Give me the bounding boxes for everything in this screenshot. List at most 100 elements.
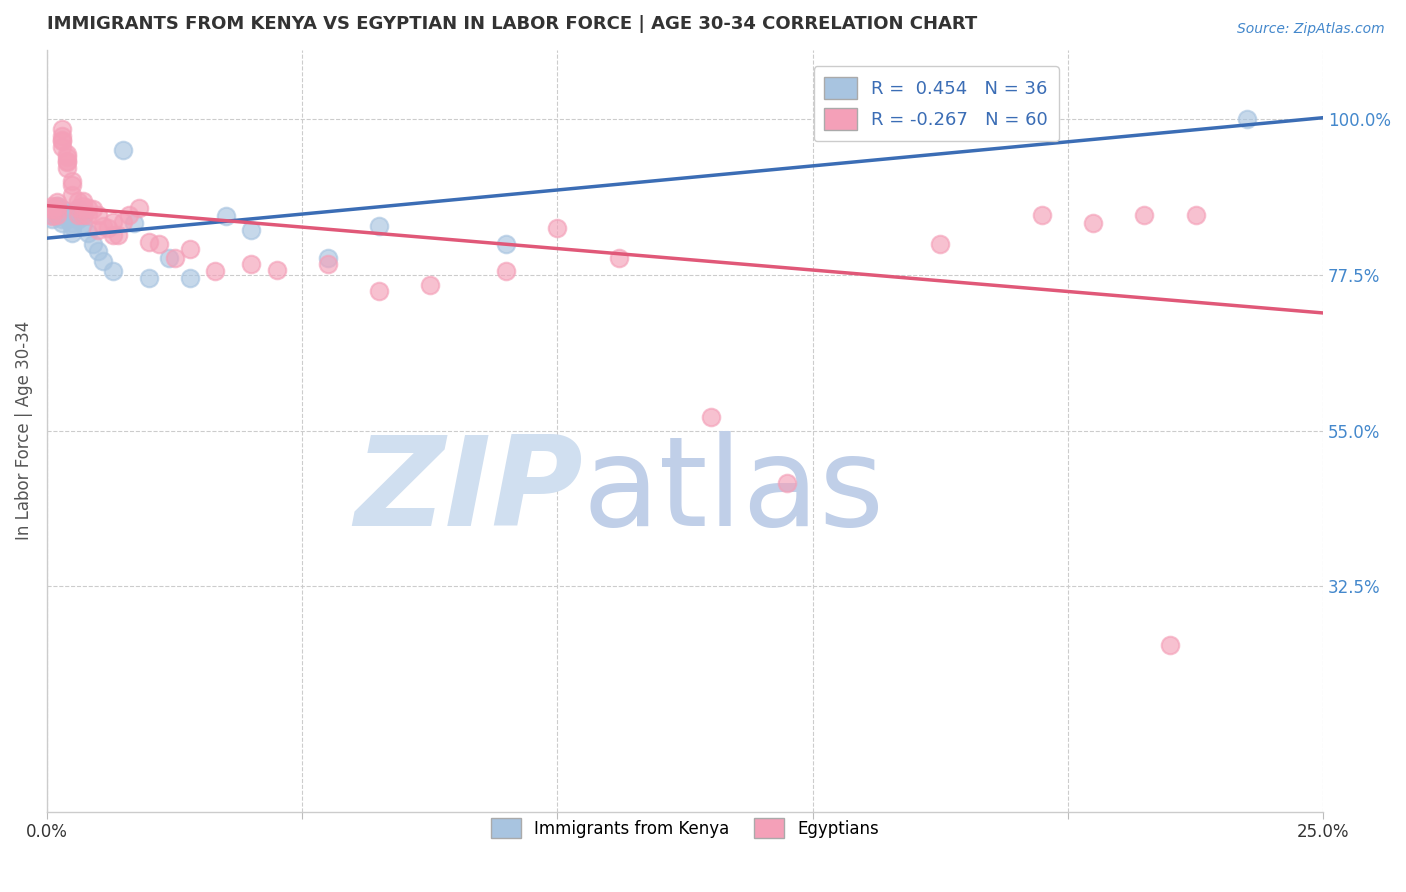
Point [51, 129, 73, 144]
Point [87, 208, 110, 222]
Point [51, 205, 73, 219]
Point [157, 251, 180, 265]
Point [46, 209, 69, 223]
Point [240, 258, 263, 272]
Point [138, 271, 160, 285]
Point [72, 199, 94, 213]
Point [179, 242, 201, 256]
Point [1236, 112, 1258, 126]
Point [56, 212, 79, 227]
Point [51, 133, 73, 147]
Legend: Immigrants from Kenya, Egyptians: Immigrants from Kenya, Egyptians [484, 812, 886, 845]
Point [41, 202, 63, 216]
Point [51, 216, 73, 230]
Point [51, 140, 73, 154]
Point [72, 217, 94, 231]
Point [240, 223, 263, 237]
Point [179, 271, 201, 285]
Point [56, 153, 79, 168]
Point [97, 221, 120, 235]
Point [51, 202, 73, 216]
Point [163, 251, 186, 265]
Point [62, 178, 84, 192]
Point [66, 194, 89, 208]
Point [138, 235, 160, 250]
Point [367, 284, 389, 298]
Point [91, 219, 114, 234]
Point [495, 236, 517, 251]
Point [1133, 208, 1156, 222]
Point [66, 208, 89, 222]
Point [56, 161, 79, 175]
Point [41, 202, 63, 216]
Point [41, 212, 63, 227]
Point [82, 236, 104, 251]
Point [56, 155, 79, 169]
Point [41, 209, 63, 223]
Point [66, 212, 89, 227]
Text: atlas: atlas [583, 431, 884, 552]
Y-axis label: In Labor Force | Age 30-34: In Labor Force | Age 30-34 [15, 321, 32, 541]
Point [128, 201, 150, 215]
Point [122, 216, 145, 230]
Point [1031, 208, 1053, 222]
Point [316, 258, 339, 272]
Point [51, 212, 73, 227]
Text: IMMIGRANTS FROM KENYA VS EGYPTIAN IN LABOR FORCE | AGE 30-34 CORRELATION CHART: IMMIGRANTS FROM KENYA VS EGYPTIAN IN LAB… [46, 15, 977, 33]
Point [776, 475, 799, 490]
Point [316, 251, 339, 265]
Point [607, 251, 630, 265]
Point [1083, 216, 1105, 230]
Point [87, 223, 110, 237]
Point [103, 228, 125, 243]
Point [62, 216, 84, 230]
Point [46, 195, 69, 210]
Point [103, 214, 125, 228]
Point [56, 150, 79, 164]
Point [204, 264, 226, 278]
Point [62, 174, 84, 188]
Point [495, 264, 517, 278]
Point [929, 236, 952, 251]
Point [1184, 208, 1206, 222]
Point [112, 143, 135, 157]
Point [46, 199, 69, 213]
Point [76, 227, 98, 241]
Point [1159, 638, 1181, 652]
Point [46, 208, 69, 222]
Point [66, 202, 89, 216]
Point [546, 221, 568, 235]
Point [62, 188, 84, 202]
Point [112, 214, 135, 228]
Point [76, 208, 98, 222]
Point [51, 122, 73, 136]
Point [51, 134, 73, 148]
Point [46, 203, 69, 218]
Point [72, 194, 94, 208]
Point [82, 202, 104, 216]
Text: Source: ZipAtlas.com: Source: ZipAtlas.com [1237, 22, 1385, 37]
Point [107, 228, 129, 243]
Point [46, 202, 69, 216]
Point [419, 278, 441, 293]
Text: ZIP: ZIP [354, 431, 583, 552]
Point [87, 244, 110, 258]
Point [266, 263, 288, 277]
Point [62, 219, 84, 234]
Point [214, 209, 236, 223]
Point [56, 205, 79, 219]
Point [56, 146, 79, 161]
Point [72, 208, 94, 222]
Point [117, 208, 139, 222]
Point [56, 209, 79, 223]
Point [66, 201, 89, 215]
Point [91, 254, 114, 268]
Point [103, 264, 125, 278]
Point [41, 199, 63, 213]
Point [72, 209, 94, 223]
Point [699, 409, 721, 424]
Point [367, 219, 389, 234]
Point [148, 236, 170, 251]
Point [62, 227, 84, 241]
Point [76, 201, 98, 215]
